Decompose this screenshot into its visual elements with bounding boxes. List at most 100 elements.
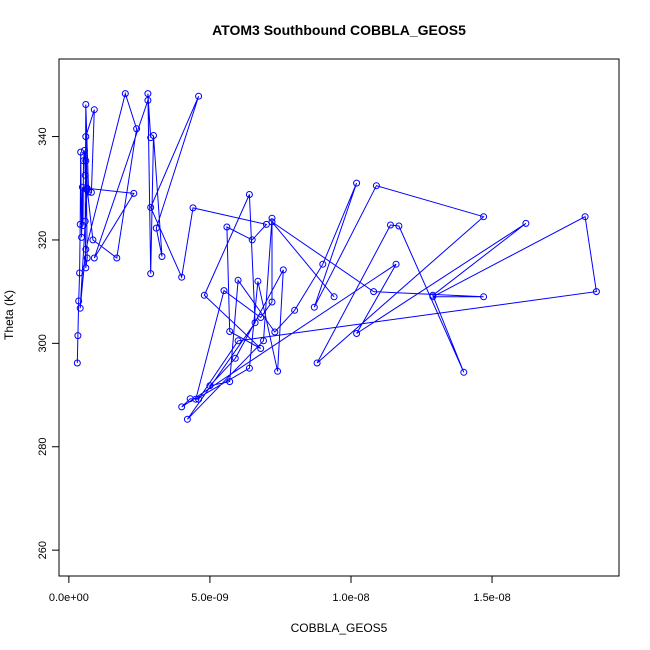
- data-point: [257, 345, 265, 352]
- data-point: [83, 184, 91, 192]
- data-point: [310, 303, 318, 311]
- data-point: [254, 277, 262, 285]
- y-tick-label: 260: [37, 541, 49, 559]
- data-point: [82, 133, 90, 141]
- data-point: [113, 254, 121, 262]
- data-point: [79, 222, 87, 229]
- x-tick-label: 1.0e-08: [332, 592, 369, 604]
- data-point: [522, 219, 530, 227]
- data-point: [245, 364, 253, 372]
- x-axis-label: COBBLA_GEOS5: [291, 621, 388, 635]
- data-point: [480, 293, 488, 301]
- data-point: [279, 266, 287, 274]
- data-point: [291, 306, 299, 314]
- x-axis: 0.0e+00 5.0e-09 1.0e-08 1.5e-08: [49, 575, 511, 604]
- y-axis: 260 280 300 320 340: [37, 127, 60, 559]
- data-point: [223, 223, 231, 231]
- data-point: [80, 147, 88, 154]
- data-point: [268, 218, 276, 226]
- series-line: [76, 91, 597, 420]
- data-point: [76, 269, 84, 277]
- x-tick-label: 0.0e+00: [49, 592, 89, 604]
- y-axis-label: Theta (K): [2, 290, 16, 340]
- data-point: [268, 214, 276, 222]
- y-tick-label: 340: [37, 127, 49, 145]
- data-point: [372, 182, 380, 190]
- data-point: [158, 253, 166, 260]
- data-point: [370, 288, 378, 296]
- data-point: [90, 254, 98, 262]
- data-point: [392, 260, 400, 268]
- data-point: [268, 298, 276, 306]
- data-point: [178, 403, 186, 411]
- data-point: [271, 328, 279, 336]
- data-point: [82, 245, 90, 253]
- data-point: [460, 368, 468, 376]
- chart-title: ATOM3 Southbound COBBLA_GEOS5: [212, 22, 466, 38]
- data-point: [395, 222, 403, 230]
- data-point: [186, 395, 194, 403]
- data-point: [387, 221, 394, 229]
- data-point: [220, 287, 228, 295]
- data-point: [78, 233, 86, 241]
- data-point: [82, 101, 90, 108]
- data-point: [78, 183, 86, 191]
- x-tick-label: 1.5e-08: [473, 592, 510, 604]
- data-point: [200, 291, 208, 299]
- data-point: [274, 367, 282, 375]
- data-point: [144, 96, 152, 104]
- data-point: [80, 157, 87, 165]
- data-point: [144, 90, 152, 98]
- y-tick-label: 320: [37, 231, 49, 249]
- data-point: [226, 328, 234, 335]
- data-point: [81, 171, 89, 179]
- data-point: [152, 224, 160, 232]
- data-point: [480, 213, 488, 221]
- data-point: [147, 203, 155, 211]
- data-point: [592, 288, 600, 296]
- data-point: [90, 106, 98, 114]
- data-point: [82, 157, 90, 165]
- data-point: [262, 220, 270, 228]
- data-point: [429, 293, 437, 301]
- data-point: [231, 354, 239, 362]
- data-point: [87, 188, 95, 196]
- data-point: [147, 270, 155, 278]
- data-point: [81, 217, 89, 225]
- data-points: [73, 90, 600, 423]
- data-point: [248, 236, 256, 244]
- data-point: [189, 204, 197, 212]
- data-point: [260, 337, 267, 345]
- y-tick-label: 300: [37, 334, 49, 352]
- data-point: [130, 189, 138, 197]
- data-point: [76, 304, 84, 312]
- data-point: [581, 213, 589, 221]
- data-point: [226, 378, 234, 386]
- data-point: [75, 297, 83, 305]
- data-point: [82, 264, 90, 272]
- data-point: [73, 359, 81, 367]
- data-point: [195, 395, 203, 403]
- data-point: [353, 330, 361, 337]
- data-point: [206, 382, 214, 390]
- data-point: [195, 92, 203, 100]
- data-point: [183, 415, 191, 423]
- data-point: [89, 236, 97, 244]
- plot-frame: [58, 58, 620, 577]
- data-point: [257, 314, 265, 321]
- data-point: [353, 179, 361, 187]
- data-point: [330, 293, 338, 301]
- data-point: [245, 191, 253, 198]
- data-point: [178, 273, 186, 281]
- data-point: [121, 90, 129, 98]
- data-point: [313, 359, 321, 367]
- data-point: [251, 319, 259, 327]
- data-point: [74, 332, 82, 340]
- data-point: [150, 132, 157, 139]
- x-tick-label: 5.0e-09: [191, 592, 228, 604]
- data-point: [83, 254, 91, 262]
- data-point: [319, 260, 327, 268]
- data-point: [234, 337, 242, 345]
- data-point: [133, 125, 141, 133]
